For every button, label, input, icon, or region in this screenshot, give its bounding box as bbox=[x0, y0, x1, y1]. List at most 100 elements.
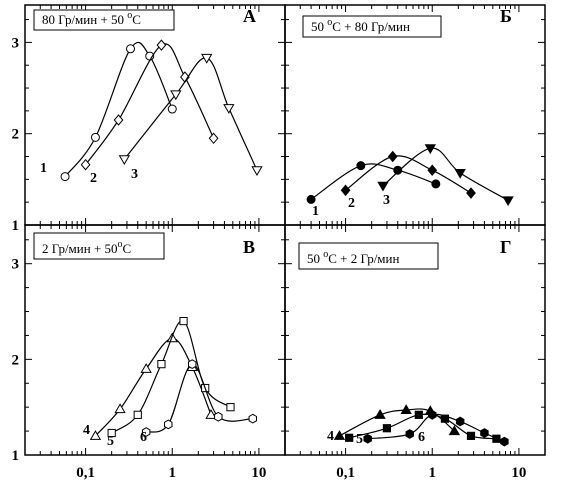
data-point-4 bbox=[448, 425, 461, 436]
data-point-5 bbox=[133, 410, 142, 419]
data-point-4 bbox=[400, 404, 412, 415]
curve-label-2: 2 bbox=[348, 196, 355, 211]
data-point-3 bbox=[502, 196, 514, 207]
data-point-3 bbox=[377, 181, 389, 192]
data-point-3 bbox=[118, 155, 130, 166]
curve-label-4: 4 bbox=[83, 423, 90, 438]
data-point-1 bbox=[356, 161, 366, 171]
panel-title-text: 50 bbox=[311, 19, 327, 34]
data-point-4 bbox=[333, 430, 346, 440]
x-tick-label: 0,1 bbox=[336, 465, 355, 481]
curve-label-4: 4 bbox=[327, 429, 334, 444]
data-point-2 bbox=[80, 158, 91, 171]
data-point-4 bbox=[140, 363, 152, 373]
data-point-6 bbox=[455, 416, 465, 427]
panel-letter: Г bbox=[500, 237, 511, 257]
series-line-6 bbox=[145, 363, 253, 433]
curve-label-2: 2 bbox=[90, 171, 97, 186]
data-point-1 bbox=[126, 44, 136, 54]
y-tick-label: 2 bbox=[12, 352, 20, 368]
data-point-5 bbox=[440, 414, 450, 423]
panel-title-box bbox=[298, 242, 439, 270]
data-point-6 bbox=[363, 433, 372, 444]
x-tick-label: 10 bbox=[511, 465, 526, 481]
data-point-6 bbox=[214, 411, 223, 422]
data-point-5 bbox=[107, 428, 116, 438]
data-point-5 bbox=[157, 360, 166, 369]
curve-label-3: 3 bbox=[383, 193, 390, 208]
data-point-5 bbox=[414, 410, 423, 419]
x-tick-label: 1 bbox=[428, 465, 436, 481]
y-tick-label: 1 bbox=[12, 448, 20, 464]
data-point-6 bbox=[141, 427, 151, 437]
panel-title: 80 Гр/мин + 50 oС bbox=[42, 10, 141, 27]
data-point-2 bbox=[340, 184, 351, 197]
data-point-4 bbox=[89, 430, 102, 440]
data-point-5 bbox=[382, 424, 392, 433]
data-point-1 bbox=[60, 172, 70, 182]
panel-title-degree: o bbox=[127, 10, 132, 21]
data-point-6 bbox=[500, 436, 509, 447]
data-point-6 bbox=[428, 409, 437, 420]
data-point-1 bbox=[306, 194, 316, 204]
panel-2: 50 oС + 80 Гр/мин Б 1 2 3 bbox=[284, 4, 546, 226]
data-point-1 bbox=[167, 104, 177, 114]
panel-title-text: С + 2 Гр/мин bbox=[328, 251, 399, 266]
data-point-3 bbox=[454, 168, 466, 179]
panel-title-box bbox=[33, 232, 165, 260]
panel-frame bbox=[24, 4, 286, 226]
data-point-1 bbox=[393, 165, 403, 175]
panel-letter: Б bbox=[500, 6, 512, 26]
series-line-1 bbox=[310, 163, 437, 200]
curve-label-6: 6 bbox=[140, 430, 147, 445]
panel-title-degree: o bbox=[323, 249, 328, 260]
panel-title-box bbox=[33, 9, 175, 31]
curve-label-6: 6 bbox=[418, 430, 425, 445]
data-point-6 bbox=[480, 428, 489, 438]
panel-title-text: 80 Гр/мин + 50 bbox=[42, 12, 127, 27]
data-point-4 bbox=[374, 409, 386, 419]
series-line-1 bbox=[64, 41, 173, 177]
x-tick-label: 1 bbox=[168, 465, 176, 481]
data-point-5 bbox=[226, 403, 235, 412]
y-tick-label: 3 bbox=[12, 35, 20, 51]
data-point-6 bbox=[248, 413, 258, 424]
data-point-3 bbox=[170, 90, 182, 101]
panel-frame bbox=[284, 4, 546, 226]
panel-title: 50 oС + 80 Гр/мин bbox=[311, 17, 410, 34]
data-point-6 bbox=[187, 359, 197, 370]
curve-label-1: 1 bbox=[312, 204, 319, 219]
curve-label-5: 5 bbox=[356, 432, 363, 447]
data-point-3 bbox=[424, 144, 436, 155]
panel-title: 50 oС + 2 Гр/мин bbox=[307, 249, 399, 266]
x-tick-label: 10 bbox=[251, 465, 266, 481]
y-tick-label: 1 bbox=[12, 218, 20, 234]
panel-title-box bbox=[302, 15, 442, 38]
y-tick-label: 2 bbox=[12, 127, 20, 143]
data-point-5 bbox=[179, 316, 188, 326]
panel-1: 1 2 3 80 Гр/мин + 50 oС А 1 2 3 bbox=[12, 4, 286, 234]
panel-title-text: 2 Гр/мин + 50 bbox=[42, 241, 118, 256]
panel-letter: А bbox=[243, 6, 256, 26]
data-point-4 bbox=[205, 409, 217, 419]
curve-label-3: 3 bbox=[131, 167, 138, 182]
data-point-2 bbox=[113, 114, 124, 126]
curve-label-1: 1 bbox=[40, 161, 47, 176]
panel-letter: В bbox=[243, 237, 255, 257]
panel-title-text: С bbox=[132, 12, 141, 27]
data-point-6 bbox=[405, 429, 414, 439]
y-tick-label: 3 bbox=[12, 257, 20, 273]
series-line-4 bbox=[95, 337, 212, 437]
series-line-3 bbox=[382, 147, 509, 201]
x-tick-label: 0,1 bbox=[76, 465, 95, 481]
data-point-3 bbox=[223, 104, 235, 114]
panel-title-degree: o bbox=[327, 17, 332, 28]
data-point-4 bbox=[114, 403, 126, 414]
panel-3: 1 2 3 0,1 1 10 2 Гр/мин + 50oС В 4 5 6 bbox=[12, 224, 286, 481]
series-line-2 bbox=[345, 155, 472, 194]
data-point-3 bbox=[251, 166, 263, 177]
data-point-5 bbox=[345, 433, 354, 442]
series-line-3 bbox=[123, 57, 258, 171]
panel-4: 0,1 1 10 50 oС + 2 Гр/мин Г 4 5 6 bbox=[284, 224, 546, 481]
